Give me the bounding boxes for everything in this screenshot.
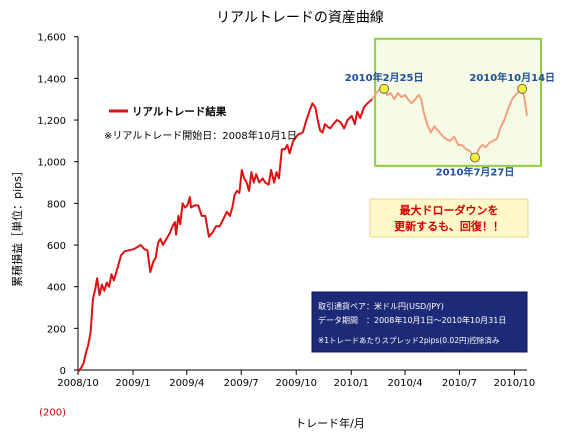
drawdown-markers: 2010年2月25日 2010年7月27日 2010年10月14日	[345, 71, 555, 179]
highlight-region	[374, 37, 542, 167]
callout-line-2: 更新するも、回復！！	[394, 219, 504, 233]
x-tick-label: 2009/4	[169, 378, 204, 389]
marker-label: 2010年2月25日	[345, 71, 424, 84]
y-tick-label: 1,000	[37, 158, 66, 169]
y-tick-label: 1,400	[37, 74, 66, 85]
x-tick-label: 2009/1	[115, 378, 150, 389]
callout-line-1: 最大ドローダウンを	[400, 203, 499, 217]
marker-label: 2010年10月14日	[469, 71, 555, 84]
start-note: ※リアルトレード開始日：2008年10月1日	[104, 129, 297, 142]
callout-box	[369, 198, 529, 238]
y-tick-label: 600	[47, 241, 66, 252]
series-line-main	[77, 98, 373, 373]
y-tick-label: 1,200	[37, 116, 66, 127]
legend: リアルトレード結果	[109, 105, 227, 118]
y-tick-label: 1,600	[37, 33, 66, 44]
drawdown-callout: 最大ドローダウンを 更新するも、回復！！	[369, 198, 529, 238]
y-tick-label: 0	[60, 366, 66, 377]
info-spread: ※1トレードあたりスプレッド2pips(0.02円)控除済み	[318, 335, 500, 345]
y-tick-label: 400	[47, 283, 66, 294]
info-pair: 取引通貨ペア：米ドル円(USD/JPY)	[318, 301, 444, 311]
y-tick-label: 200	[47, 324, 66, 335]
series-lines	[77, 85, 528, 373]
info-box-bg	[311, 291, 528, 353]
y-axis-label: 累積損益［単位：pips］	[10, 165, 24, 287]
legend-label: リアルトレード結果	[132, 105, 227, 118]
x-tick-label: 2009/7	[224, 378, 259, 389]
y-tick-label: (200)	[39, 408, 66, 419]
y-axis-ticks: (200) 0 200 400 600 800 1,000 1,200 1,400 1,600	[37, 33, 78, 419]
x-tick-label: 2010/7	[442, 378, 477, 389]
info-box: 取引通貨ペア：米ドル円(USD/JPY) データ期間 ：2008年10月1日～2…	[311, 291, 528, 353]
series-line-highlight	[371, 85, 528, 163]
x-tick-label: 2010/10	[494, 378, 536, 389]
chart-title: リアルトレードの資産曲線	[216, 10, 384, 26]
x-tick-label: 2010/1	[334, 378, 369, 389]
marker-point	[470, 152, 480, 163]
x-axis-ticks: 2008/10 2009/1 2009/4 2009/7 2009/10 2010/1 20…	[57, 370, 535, 389]
x-tick-label: 2008/10	[57, 378, 99, 389]
x-tick-label: 2010/4	[387, 378, 422, 389]
x-axis-label: トレード年/月	[295, 416, 365, 430]
marker-label: 2010年7月27日	[436, 166, 515, 179]
marker-point	[379, 83, 390, 94]
marker-point	[517, 83, 528, 94]
y-tick-label: 800	[47, 199, 66, 210]
info-period: データ期間 ：2008年10月1日～2010年10月31日	[318, 315, 506, 325]
x-tick-label: 2009/10	[275, 378, 317, 389]
